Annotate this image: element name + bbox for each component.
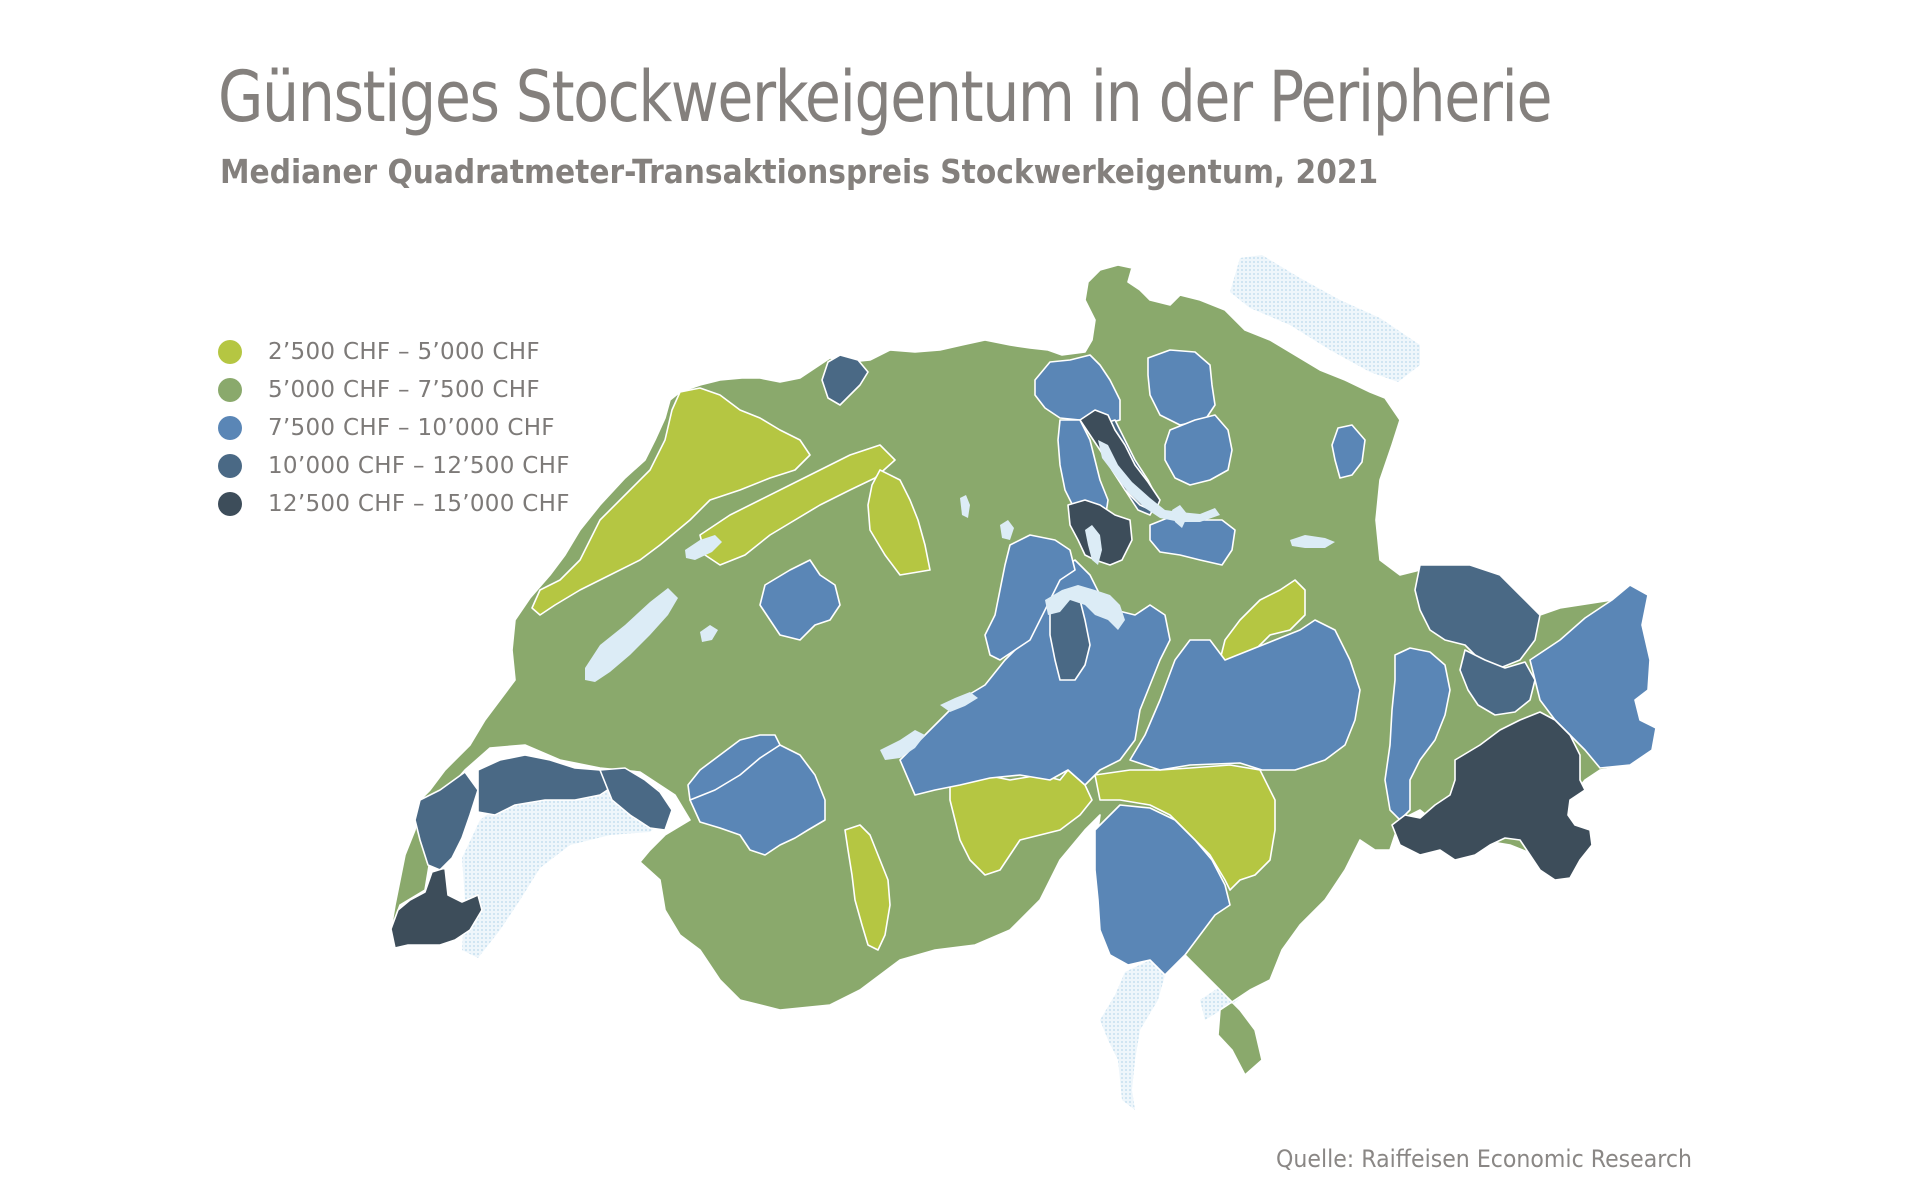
legend-item: 2’500 CHF – 5’000 CHF — [218, 333, 570, 371]
legend-item: 10’000 CHF – 12’500 CHF — [218, 447, 570, 485]
legend-label: 12’500 CHF – 15’000 CHF — [268, 491, 570, 517]
class-10000-12500 — [414, 354, 1541, 871]
region-praettigau-davos — [1384, 647, 1451, 821]
legend-swatch-class-2 — [218, 378, 242, 402]
lake-murten — [700, 625, 718, 642]
region-uri-schwyz — [1129, 619, 1361, 771]
region-zurich-oberland — [1164, 414, 1233, 486]
lake-sempach — [1000, 520, 1014, 540]
lakes — [585, 440, 1335, 760]
class-2500-5000 — [531, 387, 1306, 951]
region-locarno — [1094, 804, 1231, 976]
lake-thun — [880, 730, 925, 760]
region-engiadina-bassa — [1529, 584, 1657, 769]
region-mittelbuenden — [1459, 649, 1536, 716]
region-geneve — [390, 867, 483, 949]
region-winterthur — [1147, 349, 1216, 426]
lake-walensee — [1290, 535, 1335, 548]
lake-neuchatel — [585, 588, 678, 682]
legend-swatch-class-3 — [218, 416, 242, 440]
region-lavaux-riviera — [599, 767, 673, 831]
lago-maggiore — [1100, 960, 1165, 1110]
surrounding-lakes — [462, 255, 1420, 1110]
region-oberengadin — [1391, 711, 1593, 881]
page-subtitle: Medianer Quadratmeter-Transaktionspreis … — [220, 152, 1379, 191]
region-oberaargau — [867, 469, 931, 576]
legend-swatch-class-1 — [218, 340, 242, 364]
legend-item: 12’500 CHF – 15’000 CHF — [218, 485, 570, 523]
lake-brienz — [940, 692, 978, 712]
class-12500-15000 — [390, 409, 1593, 949]
region-nyon — [414, 771, 479, 871]
lake-zug — [1085, 525, 1102, 565]
legend-label: 5’000 CHF – 7’500 CHF — [268, 377, 540, 403]
legend-swatch-class-5 — [218, 492, 242, 516]
legend-label: 7’500 CHF – 10’000 CHF — [268, 415, 555, 441]
lake-lucerne — [1045, 585, 1125, 630]
region-basel-stadt — [821, 354, 869, 406]
lake-sihl — [1172, 505, 1188, 528]
legend-item: 7’500 CHF – 10’000 CHF — [218, 409, 570, 447]
lac-leman — [462, 772, 672, 958]
bodensee — [1230, 255, 1420, 382]
region-leventina — [1094, 764, 1276, 891]
region-zurich-unterland — [1034, 354, 1121, 426]
lake-biel — [685, 535, 722, 560]
page-title: Günstiges Stockwerkeigentum in der Perip… — [218, 56, 1552, 138]
legend-label: 10’000 CHF – 12’500 CHF — [268, 453, 570, 479]
region-visp-saas — [844, 824, 891, 951]
legend-swatch-class-4 — [218, 454, 242, 478]
region-toggenburg — [1331, 424, 1366, 479]
region-bern — [759, 559, 841, 641]
legend-label: 2’500 CHF – 5’000 CHF — [268, 339, 540, 365]
lake-zurich — [1098, 440, 1220, 522]
region-lausanne-region — [687, 734, 781, 801]
region-luzern-agglo — [984, 534, 1076, 661]
class-7500-10000 — [687, 349, 1657, 976]
lake-hallwil — [960, 495, 970, 518]
legend: 2’500 CHF – 5’000 CHF 5’000 CHF – 7’500 … — [218, 333, 570, 523]
legend-item: 5’000 CHF – 7’500 CHF — [218, 371, 570, 409]
region-zug — [1067, 499, 1133, 566]
source-note: Quelle: Raiffeisen Economic Research — [1276, 1145, 1693, 1173]
region-chur-herrschaft — [1414, 564, 1541, 669]
region-jura — [531, 387, 811, 616]
